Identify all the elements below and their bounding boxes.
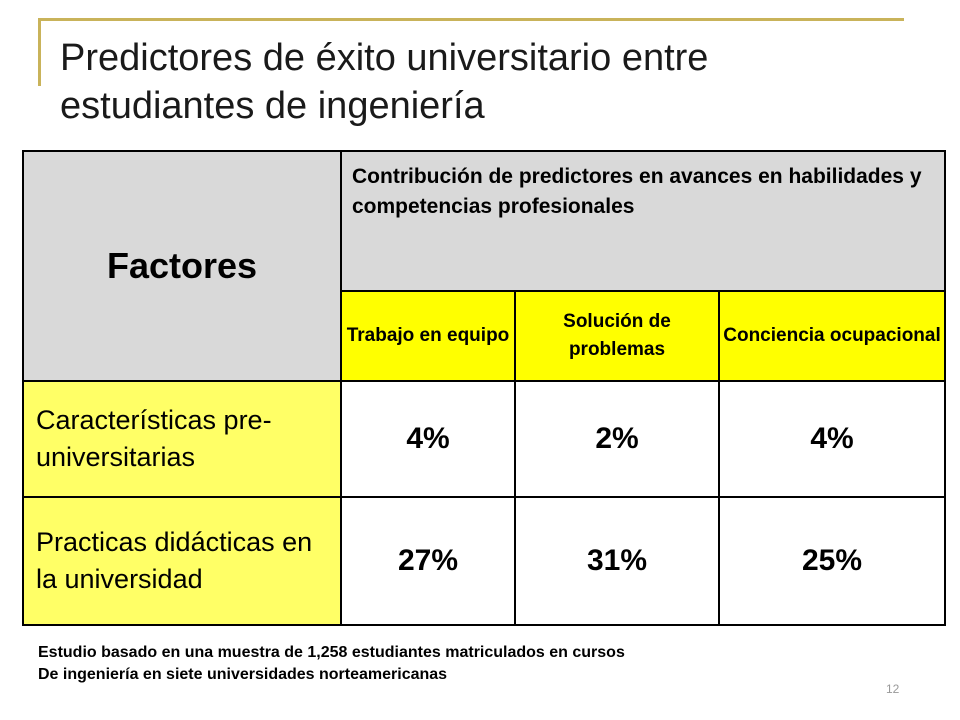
footnote-line-2: De ingeniería en siete universidades nor… [38,666,448,683]
factores-header: Factores [22,150,342,382]
slide-title-line-2: estudiantes de ingeniería [60,85,485,127]
row-label-teaching-practices: Practicas didácticas en la universidad [22,496,342,626]
title-accent-horizontal-line [38,18,904,21]
table-cell: 25% [717,496,947,626]
table-subheader-row: Trabajo en equipo Solución de problemas … [23,290,947,382]
table-cell: 2% [514,380,720,498]
slide-title-line-1: Predictores de éxito universitario entre [60,37,709,79]
table-cell: 31% [514,496,720,626]
column-header-problem-solving: Solución de problemas [514,290,720,382]
table-header-row: Factores Contribución de predictores en … [22,150,947,382]
column-header-occupational-awareness: Conciencia ocupacional [717,290,947,382]
column-header-teamwork: Trabajo en equipo [340,290,516,382]
page-number: 12 [886,682,900,696]
title-accent-vertical-line [38,18,41,86]
contribution-group-header: Contribución de predictores en avances e… [339,150,947,292]
footnote-line-1: Estudio basado en una muestra de 1,258 e… [38,644,625,661]
table-cell: 4% [340,380,516,498]
table-row: Características pre-universitarias 4% 2%… [22,380,947,498]
predictors-table: Factores Contribución de predictores en … [22,150,947,626]
slide-title: Predictores de éxito universitario entre… [60,34,940,130]
table-cell: 4% [717,380,947,498]
table-row: Practicas didácticas en la universidad 2… [22,496,947,626]
footnote: Estudio basado en una muestra de 1,258 e… [38,642,625,686]
row-label-pre-university: Características pre-universitarias [22,380,342,498]
table-cell: 27% [340,496,516,626]
